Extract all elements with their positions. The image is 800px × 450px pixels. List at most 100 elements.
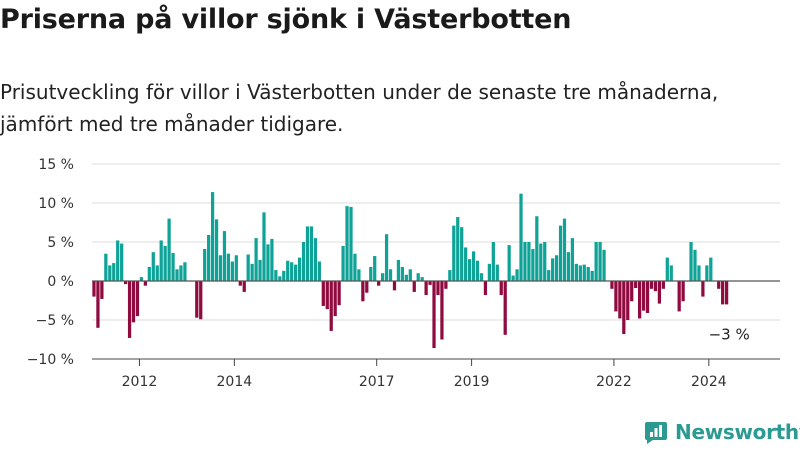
bar (297, 257, 302, 281)
bar (578, 265, 582, 281)
bar (566, 252, 571, 281)
y-tick-label: −5 % (36, 313, 74, 329)
bar (709, 257, 713, 281)
x-axis: 2012 2014 2017 2019 2022 2024 (92, 358, 780, 390)
chart-title: Priserna på villor sjönk i Västerbotten (0, 4, 572, 35)
bar (460, 227, 464, 281)
bar (705, 265, 709, 281)
bar (507, 245, 511, 281)
bar (408, 269, 412, 281)
bar (649, 281, 654, 289)
bar (436, 281, 440, 296)
y-tick-label: 15 % (38, 157, 74, 173)
bar (171, 252, 175, 281)
bar (262, 212, 266, 281)
bar (365, 281, 369, 293)
bar (420, 277, 424, 281)
bar (570, 238, 575, 281)
bar (551, 258, 555, 281)
bar (499, 281, 503, 296)
gridlines (92, 163, 780, 360)
bar (116, 240, 120, 281)
bar (361, 281, 365, 302)
x-tick-label: 2014 (217, 374, 253, 390)
x-tick-label: 2012 (122, 374, 158, 390)
bar (92, 281, 96, 297)
latest-value-label: −3 % (709, 325, 750, 343)
bar (131, 281, 136, 323)
bar (301, 242, 306, 281)
bar (582, 264, 586, 281)
bar (258, 259, 262, 281)
bar (424, 281, 428, 296)
bar (246, 254, 250, 281)
bar (369, 266, 373, 281)
bar (151, 252, 155, 281)
bar (353, 253, 357, 281)
bar (104, 253, 108, 281)
bar (282, 270, 286, 281)
newsworthy-logo: Newsworthy (645, 418, 800, 446)
bar (309, 226, 314, 281)
bar (630, 281, 634, 302)
bar (373, 256, 377, 281)
bar (341, 245, 345, 281)
x-tick-label: 2024 (691, 374, 727, 390)
bar (333, 281, 337, 317)
bar (428, 281, 432, 285)
bar (594, 242, 598, 281)
bar (388, 269, 393, 281)
bar (290, 262, 294, 281)
bar (143, 281, 148, 286)
bar (539, 243, 543, 281)
bar (392, 281, 397, 291)
bar (653, 281, 658, 292)
bar (487, 263, 492, 281)
bar (384, 234, 389, 281)
y-tick-label: 5 % (47, 235, 74, 251)
bar (622, 281, 626, 335)
bar (475, 260, 480, 281)
bar (325, 281, 329, 310)
bar (586, 266, 590, 281)
bar (717, 281, 721, 289)
bar (471, 251, 476, 281)
bar (483, 281, 488, 296)
bar (203, 249, 207, 281)
bar (404, 274, 408, 281)
bar (242, 281, 246, 292)
bar (432, 281, 436, 349)
bar (238, 281, 242, 286)
bar (681, 281, 685, 302)
bar (547, 270, 551, 281)
bar (412, 281, 416, 292)
bar (147, 266, 151, 281)
bar (558, 225, 563, 281)
bar (155, 265, 159, 281)
x-tick-label: 2019 (454, 374, 490, 390)
bar (543, 242, 547, 281)
bar (693, 249, 697, 281)
bar (250, 263, 254, 281)
bar (266, 244, 270, 281)
bar (614, 281, 618, 312)
bar (127, 281, 132, 338)
bar (511, 275, 515, 281)
bars (92, 192, 729, 349)
bar (657, 281, 662, 304)
bar (677, 281, 681, 312)
bar (120, 243, 124, 281)
chart-subtitle: Prisutveckling för villor i Västerbotten… (0, 80, 719, 136)
bar (286, 260, 290, 281)
bar (270, 238, 274, 281)
bar (274, 270, 278, 281)
brand-name: Newsworthy (675, 420, 800, 444)
bar (207, 234, 211, 281)
bar (108, 265, 112, 281)
bar (135, 281, 140, 317)
y-tick-label: 10 % (38, 196, 74, 212)
bar (199, 281, 203, 320)
bar (523, 242, 527, 281)
bar (598, 242, 602, 281)
bar (464, 247, 468, 281)
